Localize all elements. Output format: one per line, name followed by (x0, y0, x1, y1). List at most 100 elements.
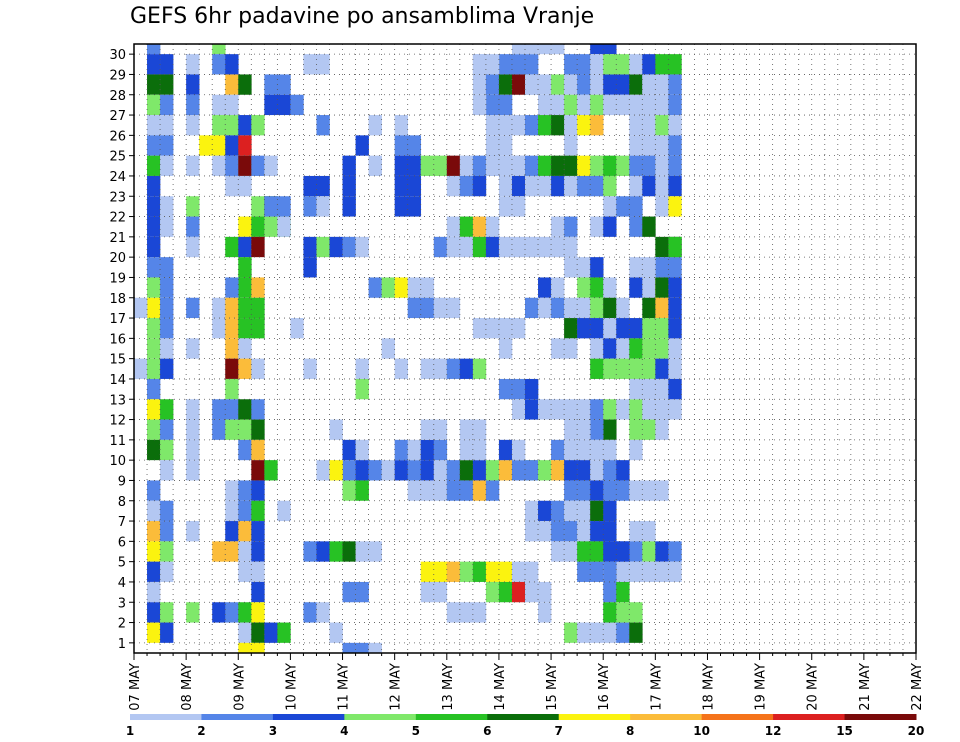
y-tick-label: 22 (109, 211, 126, 226)
heatmap-cell (472, 155, 487, 176)
heatmap-cell (603, 581, 617, 603)
heatmap-cell (577, 419, 591, 440)
heatmap-cell (303, 541, 317, 562)
heatmap-cell (251, 460, 265, 481)
heatmap-cell (668, 196, 682, 217)
heatmap-cell (525, 236, 539, 258)
heatmap-cell (277, 216, 291, 237)
heatmap-cell (538, 155, 552, 176)
heatmap-cell (459, 439, 474, 461)
heatmap-cell (420, 155, 435, 176)
heatmap-cell (629, 602, 643, 623)
heatmap-cell (485, 460, 500, 481)
colorbar-label: 5 (412, 724, 420, 738)
heatmap-cell (316, 602, 330, 623)
heatmap-cell (407, 155, 422, 176)
heatmap-cell (303, 54, 317, 75)
y-tick-label: 26 (109, 129, 126, 144)
heatmap-cell (186, 74, 200, 95)
heatmap-cell (251, 439, 265, 461)
y-tick-label: 8 (118, 495, 126, 510)
heatmap-cell (655, 480, 669, 501)
heatmap-cell (564, 257, 578, 278)
x-tick-label: 19 MAY (754, 663, 769, 711)
heatmap-cell (446, 216, 461, 237)
heatmap-cell (238, 74, 252, 95)
heatmap-cell (525, 115, 539, 136)
heatmap-cell (160, 602, 174, 623)
heatmap-cell (629, 439, 643, 461)
heatmap-cell (551, 460, 565, 481)
heatmap-cell (655, 358, 669, 379)
x-tick-label: 11 MAY (337, 663, 352, 711)
heatmap-cell (342, 480, 356, 501)
heatmap-cell (642, 257, 656, 278)
heatmap-cell (329, 460, 343, 481)
heatmap-cell (433, 561, 448, 582)
heatmap-cell (212, 115, 226, 136)
heatmap-cell (212, 419, 226, 440)
heatmap-cell (420, 297, 435, 319)
x-tick-label: 16 MAY (597, 663, 612, 711)
heatmap-cell (590, 74, 604, 95)
heatmap-cell (160, 155, 174, 176)
heatmap-cell (238, 642, 252, 653)
heatmap-cell (342, 581, 356, 603)
heatmap-cell (511, 439, 526, 461)
heatmap-cell (160, 297, 174, 319)
heatmap-cell (420, 439, 435, 461)
heatmap-cell (147, 135, 161, 156)
heatmap-cell (668, 399, 682, 420)
x-tick-label: 20 MAY (806, 663, 821, 711)
heatmap-cell (485, 115, 500, 136)
heatmap-cell (577, 622, 591, 643)
y-tick-label: 12 (109, 414, 126, 429)
heatmap-cell (316, 236, 330, 258)
heatmap-cell (642, 115, 656, 136)
heatmap-cell (525, 44, 539, 55)
heatmap-cell (642, 419, 656, 440)
heatmap-cell (433, 480, 448, 501)
heatmap-cell (603, 94, 617, 116)
heatmap-cell (472, 602, 487, 623)
heatmap-cell (160, 338, 174, 359)
colorbar-swatch (201, 714, 274, 720)
heatmap-cell (668, 115, 682, 136)
heatmap-cell (498, 236, 513, 258)
heatmap-cell (433, 439, 448, 461)
heatmap-cell (186, 236, 200, 258)
heatmap-cell (642, 561, 656, 582)
heatmap-cell (551, 44, 565, 55)
heatmap-cell (342, 236, 356, 258)
heatmap-cell (147, 561, 161, 582)
heatmap-cell (590, 480, 604, 501)
heatmap-cell (655, 561, 669, 582)
y-tick-label: 25 (109, 150, 126, 165)
heatmap-cell (134, 297, 148, 319)
heatmap-cell (551, 500, 565, 522)
heatmap-cell (668, 358, 682, 379)
heatmap-cell (629, 480, 643, 501)
heatmap-cell (551, 297, 565, 319)
heatmap-cell (394, 196, 408, 217)
heatmap-cell (147, 155, 161, 176)
heatmap-cell (212, 54, 226, 75)
heatmap-cell (603, 175, 617, 197)
x-tick-label: 07 MAY (128, 663, 143, 711)
heatmap-cell (616, 399, 630, 420)
heatmap-cell (577, 399, 591, 420)
x-tick-label: 08 MAY (180, 663, 195, 711)
heatmap-cell (160, 541, 174, 562)
heatmap-cell (590, 216, 604, 237)
heatmap-cell (238, 399, 252, 420)
heatmap-cell (577, 480, 591, 501)
heatmap-cell (538, 94, 552, 116)
heatmap-cell (303, 358, 317, 379)
heatmap-cell (538, 581, 552, 603)
heatmap-cell (511, 399, 526, 420)
heatmap-cell (160, 196, 174, 217)
heatmap-cell (147, 378, 161, 400)
heatmap-cell (642, 54, 656, 75)
heatmap-cell (485, 155, 500, 176)
heatmap-cell (590, 94, 604, 116)
